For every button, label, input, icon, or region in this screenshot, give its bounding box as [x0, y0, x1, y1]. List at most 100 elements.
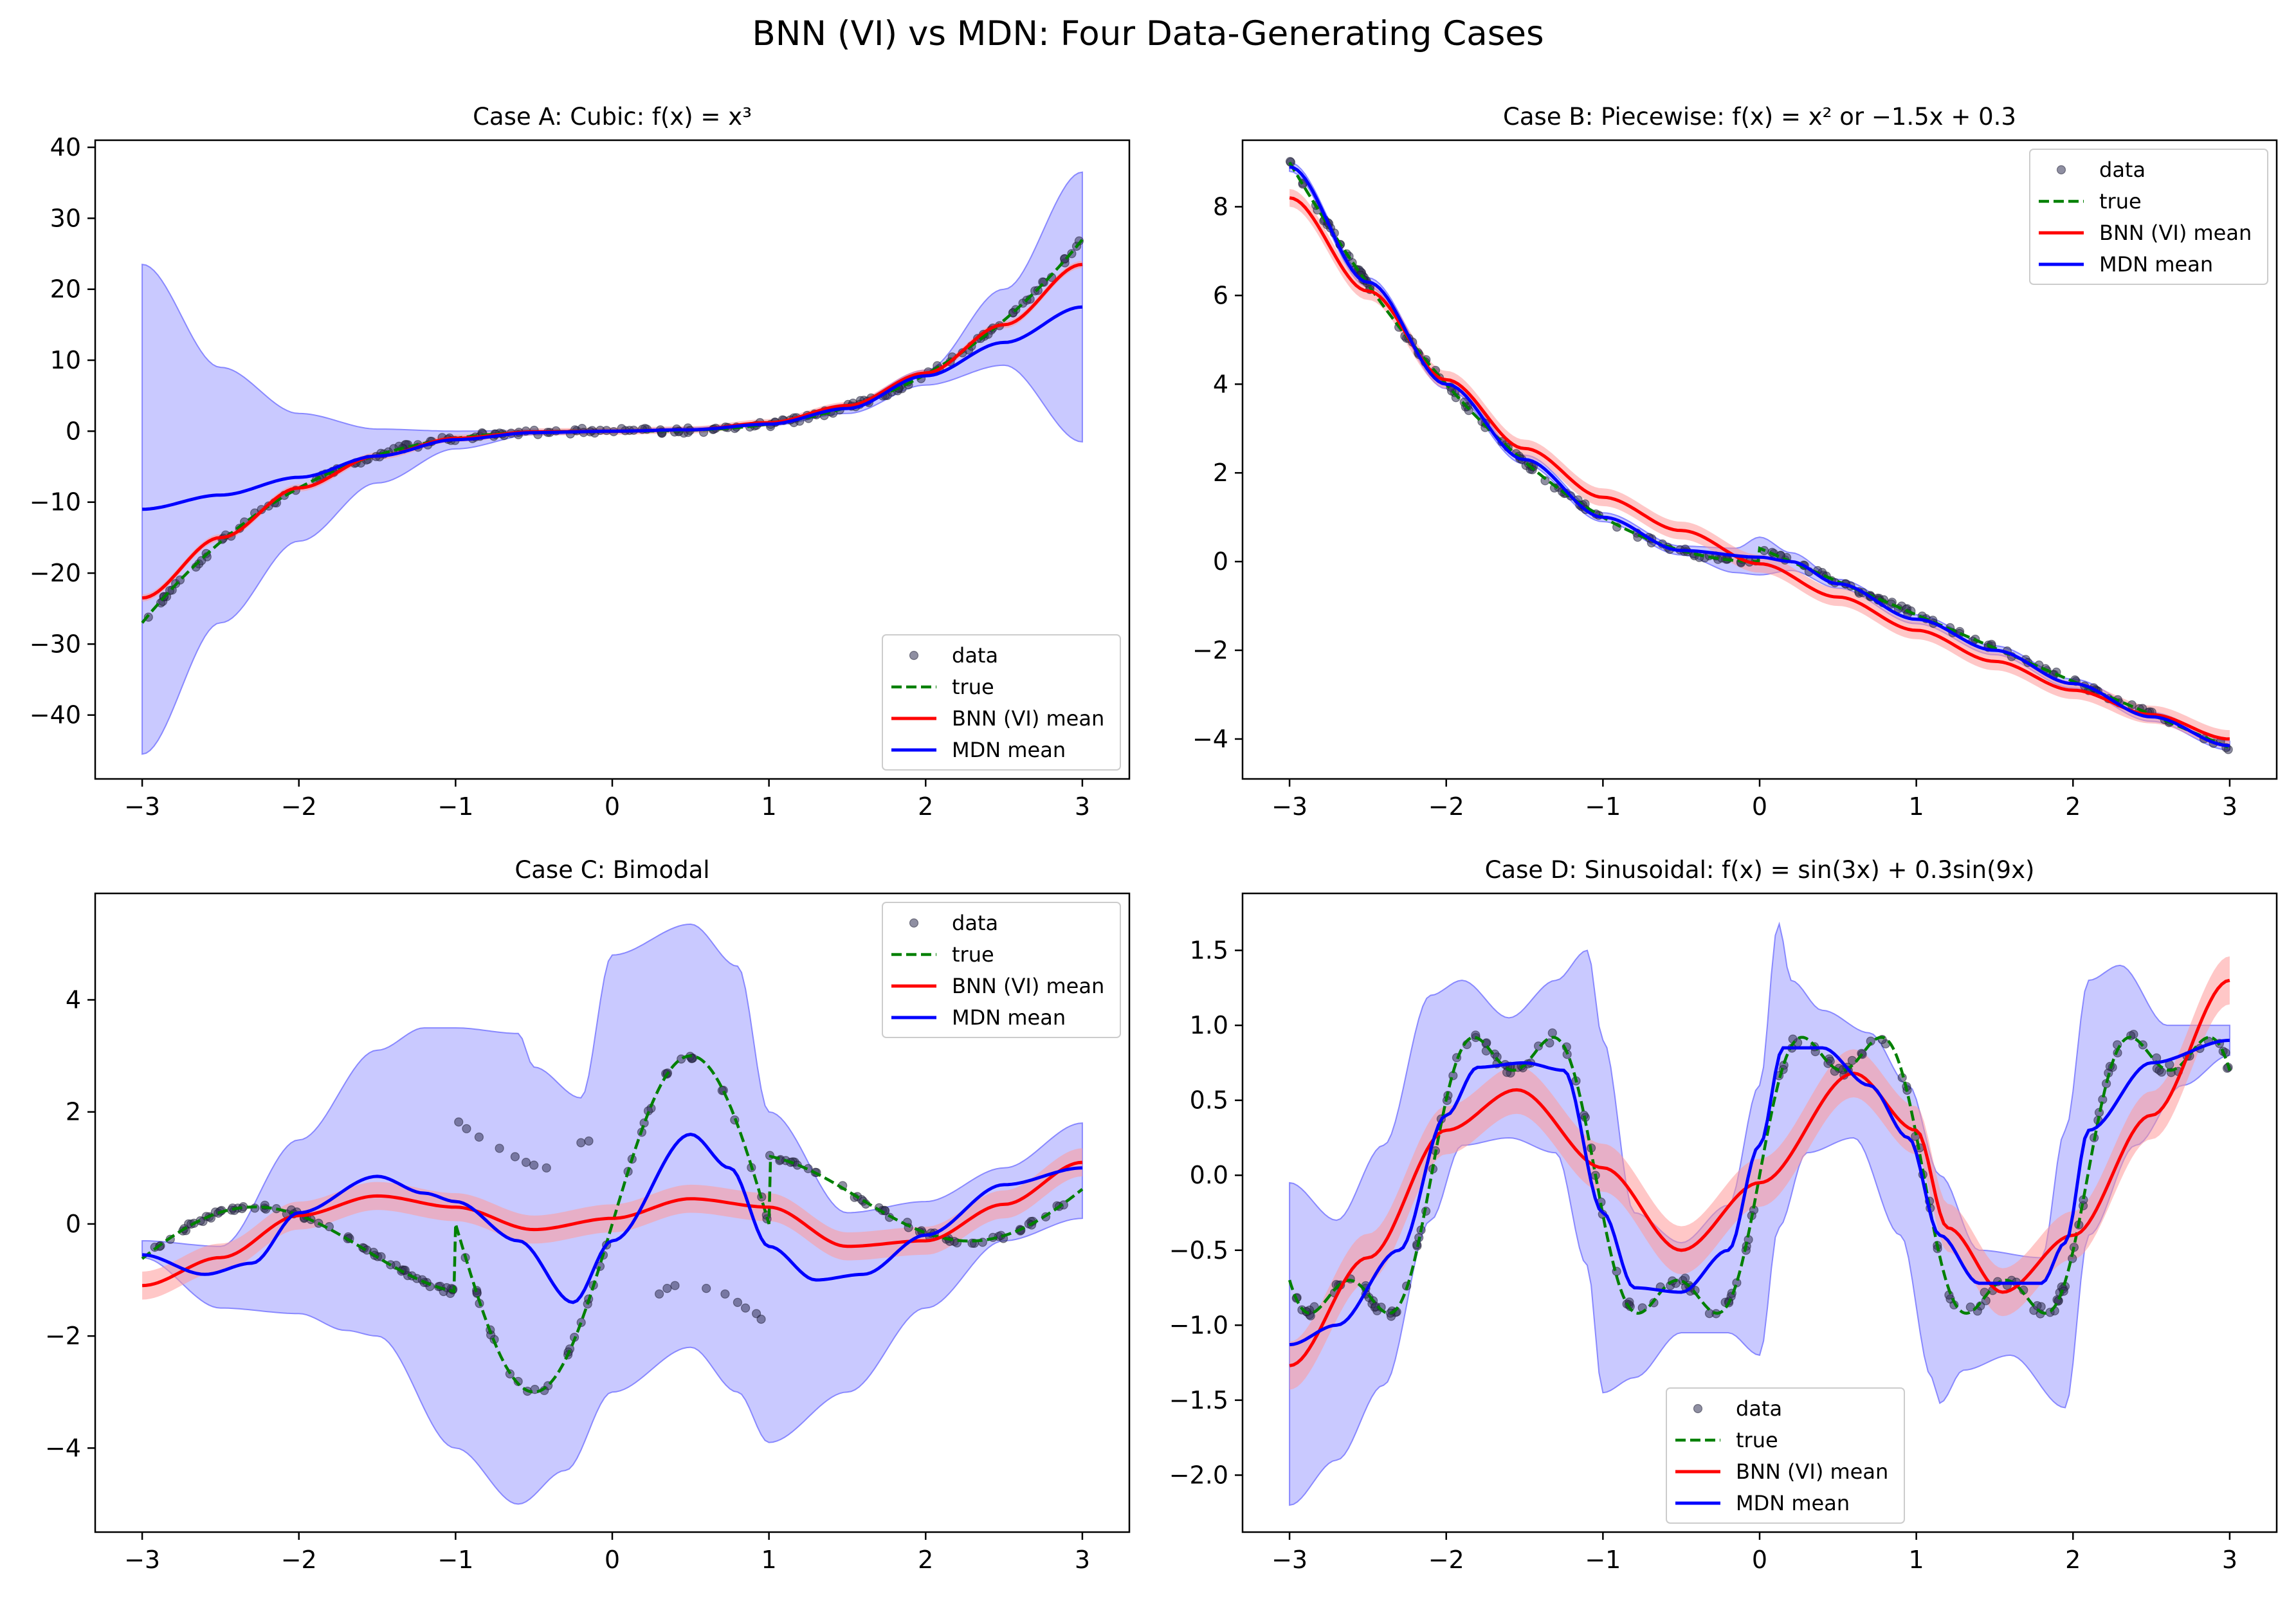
case-b-mdn-mean-line [1289, 165, 2230, 747]
case-b-bnn-mean-line [1289, 196, 2230, 741]
case-a-legend-data-marker [909, 650, 919, 661]
case-a-y-tick-label: 40 [50, 133, 81, 161]
case-c-data-point [462, 1124, 471, 1133]
case-b-y-tick-label: −4 [1192, 725, 1228, 753]
case-c-legend-label: data [952, 911, 998, 935]
case-d-x-tick-label: 3 [2222, 1546, 2237, 1574]
case-d-mdn-mean-line [1289, 1038, 2230, 1347]
case-a-title: Case A: Cubic: f(x) = x³ [473, 103, 752, 131]
figure-suptitle: BNN (VI) vs MDN: Four Data-Generating Ca… [752, 14, 1544, 53]
case-a-x-tick-label: −2 [281, 792, 317, 821]
case-d-legend-data-marker [1693, 1403, 1703, 1414]
case-b-x-tick-label: −3 [1271, 792, 1307, 821]
case-c-x-tick-label: 0 [605, 1546, 620, 1574]
case-a-legend-label: true [952, 675, 994, 699]
case-b-legend-label: data [2099, 158, 2146, 182]
case-c-legend-data-marker [909, 918, 919, 928]
case-b-legend-data-marker [2056, 165, 2066, 175]
case-d-x-tick-label: −2 [1428, 1546, 1464, 1574]
case-c-y-tick-label: 2 [66, 1098, 81, 1126]
case-c-x-tick-label: −1 [437, 1546, 473, 1574]
case-d-y-tick-label: −1.0 [1169, 1311, 1228, 1339]
case-d-y-tick-label: 0.5 [1190, 1086, 1228, 1115]
case-b-y-tick-label: 0 [1213, 547, 1228, 576]
case-b-y-tick-label: 8 [1213, 192, 1228, 221]
case-c-data-point [662, 1283, 672, 1293]
case-d-y-tick-label: −1.5 [1169, 1386, 1228, 1414]
case-c-data-point [454, 1117, 464, 1127]
case-b-legend: data true BNN (VI) mean MDN mean [2029, 149, 2268, 285]
case-c-data-point [474, 1132, 484, 1142]
case-c-data-point [521, 1157, 531, 1167]
case-a-mdn-mean-line [142, 305, 1083, 511]
case-a-y-tick-label: 10 [50, 346, 81, 374]
case-c-data-point [542, 1163, 551, 1173]
case-c-data-point [576, 1138, 586, 1147]
case-d-legend-box [1666, 1387, 1905, 1524]
case-c-x-tick-label: 1 [761, 1546, 777, 1574]
case-b-legend-label: MDN mean [2099, 252, 2213, 277]
case-a-y-tick-label: −10 [30, 488, 81, 516]
case-d-y-tick-label: −2.0 [1169, 1461, 1228, 1489]
case-d-data-point [1704, 1308, 1715, 1319]
case-a-legend-label: BNN (VI) mean [952, 706, 1104, 731]
case-a-y-tick-label: −20 [30, 559, 81, 587]
case-c-data-point [756, 1314, 766, 1324]
case-b-title: Case B: Piecewise: f(x) = x² or −1.5x + … [1503, 103, 2016, 131]
case-c-data-point [529, 1160, 539, 1170]
case-a-x-tick-label: −1 [437, 792, 473, 821]
case-c-data-point [495, 1144, 504, 1153]
case-d-data-point [1482, 1038, 1491, 1048]
case-c-title: Case C: Bimodal [515, 856, 709, 884]
case-a-legend-box [882, 634, 1121, 771]
case-c-legend-label: MDN mean [952, 1005, 1066, 1030]
case-a-legend-label: data [952, 643, 998, 668]
case-d-plot-area [1288, 921, 2233, 1506]
case-a-legend: data true BNN (VI) mean MDN mean [882, 634, 1121, 771]
case-c-data-point [670, 1281, 680, 1290]
case-d-legend-label: MDN mean [1736, 1491, 1850, 1515]
case-a-y-tick-label: 20 [50, 275, 81, 304]
case-d-legend: data true BNN (VI) mean MDN mean [1666, 1387, 1905, 1524]
case-a-x-tick-label: 2 [918, 792, 933, 821]
case-c-y-tick-label: 4 [66, 986, 81, 1014]
case-b-legend-label: BNN (VI) mean [2099, 221, 2252, 245]
case-c-legend: data true BNN (VI) mean MDN mean [882, 902, 1121, 1038]
case-c-legend-box [882, 902, 1121, 1038]
case-b-x-tick-label: −2 [1428, 792, 1464, 821]
case-c-x-tick-label: −3 [124, 1546, 160, 1574]
chart-case-c: −3 −2 −1 0 1 2 3 −4 −2 0 2 4 Case C: Bimodal data true… [45, 856, 1131, 1574]
case-c-data-point [733, 1297, 743, 1308]
case-c-data-point [654, 1289, 664, 1299]
case-b-legend-box [2029, 149, 2268, 285]
case-b-y-tick-label: −2 [1192, 636, 1228, 664]
case-d-y-tick-label: 1.0 [1190, 1011, 1228, 1039]
case-a-x-tick-label: 1 [761, 792, 777, 821]
case-a-y-tick-label: 0 [66, 417, 81, 445]
case-c-plot-area [141, 923, 1084, 1505]
case-c-data-point [720, 1289, 730, 1299]
case-b-legend-label: true [2099, 189, 2142, 214]
case-a-x-tick-label: 3 [1075, 792, 1090, 821]
case-c-y-tick-label: 0 [66, 1210, 81, 1238]
case-c-bnn-uncertainty-band [142, 1148, 1082, 1300]
chart-case-b: −3 −2 −1 0 1 2 3 −4 −2 0 2 4 6 8 Case B: Piecewise: f(… [1192, 103, 2278, 821]
case-d-x-tick-label: −3 [1271, 1546, 1307, 1574]
case-d-bnn-mean-line [1289, 978, 2230, 1367]
case-b-plot-area [1285, 157, 2233, 754]
case-d-legend-label: data [1736, 1396, 1782, 1421]
case-a-legend-label: MDN mean [952, 738, 1066, 762]
case-b-x-tick-label: 3 [2222, 792, 2237, 821]
case-a-plot-area [141, 171, 1084, 755]
case-a-x-tick-label: −3 [124, 792, 160, 821]
case-d-legend-label: true [1736, 1428, 1778, 1452]
case-b-x-tick-label: 0 [1752, 792, 1767, 821]
case-a-x-tick-label: 0 [605, 792, 620, 821]
case-b-y-tick-label: 6 [1213, 281, 1228, 309]
case-b-y-tick-label: 2 [1213, 459, 1228, 487]
case-d-legend-label: BNN (VI) mean [1736, 1459, 1888, 1484]
case-d-y-tick-label: 1.5 [1190, 937, 1228, 965]
